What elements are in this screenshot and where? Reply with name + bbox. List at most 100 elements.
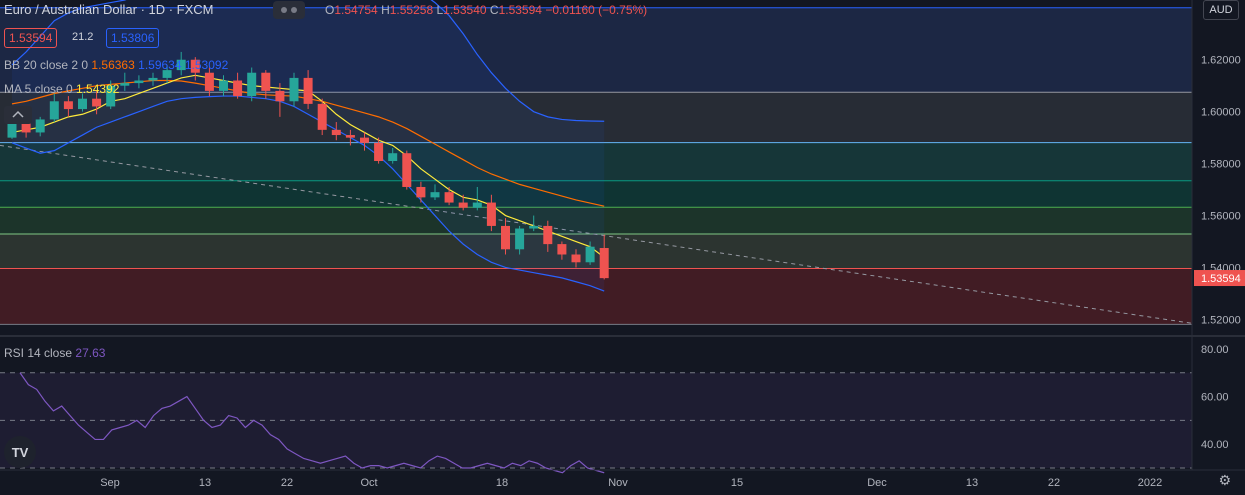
price-axis-background	[1192, 0, 1245, 495]
price-tick-label: 1.62000	[1201, 55, 1241, 67]
candle-body	[331, 129, 341, 136]
time-tick-label: 22	[281, 477, 293, 489]
collapse-legend-button[interactable]	[4, 106, 32, 124]
candle-body	[515, 228, 525, 250]
ma-legend[interactable]: MA 5 close 0 1.54392	[4, 82, 119, 96]
candle-body	[120, 83, 130, 86]
open-label: O	[325, 3, 335, 17]
bb-upper-line	[11, 0, 605, 122]
candle-body	[190, 59, 200, 73]
candle-body	[444, 192, 454, 203]
ohlc-readout: O1.54754 H1.55258 L1.53540 C1.53594 −0.0…	[325, 3, 647, 17]
tradingview-logo[interactable]: TV	[4, 436, 36, 468]
low-value: 1.53540	[443, 3, 487, 17]
candle-body	[204, 72, 214, 91]
time-tick-label: 13	[966, 477, 978, 489]
candle-body	[303, 77, 313, 104]
fibonacci-retracement	[0, 7, 1192, 325]
sell-button[interactable]: 1.53594	[4, 28, 58, 48]
price-tick-label: 1.56000	[1201, 211, 1241, 223]
candle-body	[219, 80, 228, 91]
symbol-title[interactable]: Euro / Australian Dollar · 1D · FXCM	[4, 2, 214, 17]
candle-body	[162, 70, 172, 78]
candle-body	[585, 246, 595, 263]
high-value: 1.55258	[389, 3, 434, 17]
candlesticks	[7, 51, 609, 280]
open-value: 1.54754	[334, 3, 378, 17]
bb-legend[interactable]: BB 20 close 2 0 1.56363 1.59634 1.53092	[4, 58, 228, 72]
candle-body	[486, 202, 496, 226]
candle-body	[557, 244, 567, 255]
fib-zone	[0, 92, 1192, 143]
last-price-badge	[1194, 270, 1245, 287]
candle-body	[261, 72, 271, 91]
rsi-tick-label: 60.00	[1201, 392, 1229, 404]
candle-body	[388, 153, 398, 162]
candle-body	[543, 225, 553, 245]
buy-button[interactable]: 1.53806	[106, 28, 160, 48]
candle-body	[599, 248, 609, 279]
candle-body	[402, 153, 412, 187]
price-tick-label: 1.60000	[1201, 107, 1241, 119]
candle-body	[35, 119, 45, 133]
ma-label: MA 5 close 0	[4, 82, 73, 96]
rsi-tick-label: 40.00	[1201, 439, 1229, 451]
fib-zone	[0, 7, 1192, 93]
candle-body	[21, 123, 31, 133]
bb-lower-value: 1.53092	[184, 58, 229, 72]
time-tick-label: Sep	[100, 477, 120, 489]
candle-body	[472, 202, 482, 208]
candle-body	[501, 225, 510, 250]
visibility-toggle-icon[interactable]	[273, 1, 305, 19]
time-tick-label: 15	[731, 477, 743, 489]
rsi-label: RSI 14 close	[4, 346, 73, 360]
bb-basis-value: 1.56363	[91, 58, 135, 72]
trend-line	[0, 144, 1193, 324]
candle-body	[92, 98, 102, 107]
low-label: L	[436, 3, 444, 17]
candle-body	[78, 98, 87, 110]
rsi-tick-label: 80.00	[1201, 344, 1229, 356]
candle-body	[275, 90, 285, 102]
candle-body	[345, 135, 355, 138]
candle-body	[148, 77, 158, 81]
time-tick-label: Dec	[867, 477, 887, 489]
candle-body	[106, 85, 116, 107]
pane-separator	[0, 335, 1245, 337]
price-tick-label: 1.58000	[1201, 159, 1241, 171]
rsi-pane	[0, 372, 1192, 474]
rsi-value: 27.63	[75, 346, 106, 360]
time-tick-label: 13	[199, 477, 211, 489]
high-label: H	[381, 3, 390, 17]
rsi-legend[interactable]: RSI 14 close 27.63	[4, 346, 105, 360]
candle-body	[374, 142, 384, 162]
time-tick-label: Nov	[608, 477, 628, 489]
candle-body	[416, 186, 426, 198]
trend-line-segment	[0, 144, 1193, 324]
candle-body	[360, 137, 369, 143]
fib-zone	[0, 207, 1192, 234]
candle-body	[289, 77, 299, 102]
candle-body	[134, 80, 144, 84]
gear-icon[interactable]: ⚙	[1218, 472, 1231, 488]
candle-body	[176, 59, 186, 71]
close-label: C	[489, 3, 499, 17]
candle-body	[63, 101, 73, 110]
candle-body	[430, 192, 440, 198]
candle-body	[529, 225, 539, 229]
fib-zone	[0, 142, 1192, 181]
last-price-label: 1.53594	[1201, 273, 1241, 285]
spread-value: 21.2	[72, 31, 94, 43]
ma-value: 1.54392	[76, 82, 120, 96]
time-tick-label: 2022	[1138, 477, 1162, 489]
currency-button[interactable]: AUD	[1203, 0, 1239, 20]
price-tick-label: 1.52000	[1201, 314, 1241, 326]
time-tick-label: 18	[496, 477, 508, 489]
close-value: 1.53594	[498, 3, 542, 17]
bb-upper-value: 1.59634	[138, 58, 182, 72]
change-value: −0.01160 (−0.75%)	[545, 3, 648, 17]
candle-body	[49, 101, 59, 120]
fib-zone	[0, 268, 1192, 325]
